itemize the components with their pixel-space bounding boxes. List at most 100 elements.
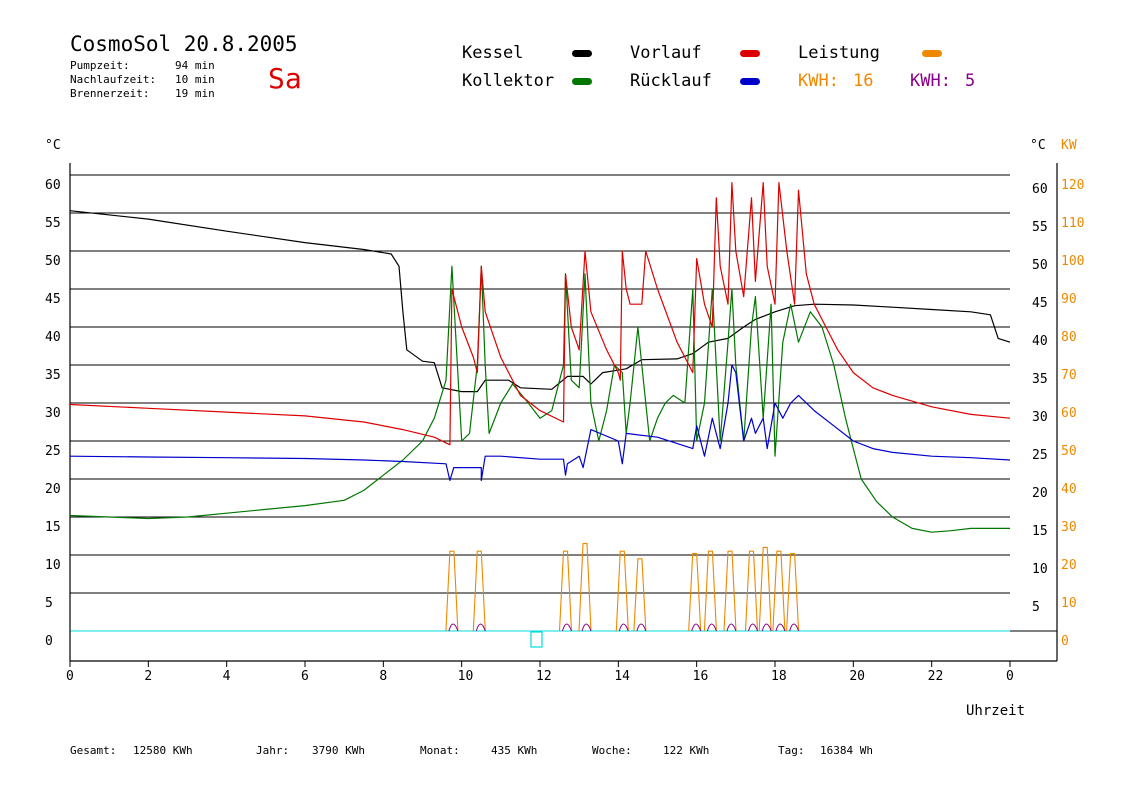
power-bump-8 — [726, 623, 737, 632]
right-unit-label: °C — [1030, 138, 1046, 153]
y-tick-left-30: 30 — [45, 406, 61, 421]
right-unit2-label: KW — [1061, 138, 1077, 153]
footer-value-3: 122 KWh — [663, 744, 710, 757]
y-tick-kw-120: 120 — [1061, 178, 1084, 193]
legend-kwh-left-label: KWH: — [798, 71, 839, 91]
series-line-rcklauf — [69, 364, 1011, 482]
series-line-kollektor — [69, 265, 1010, 533]
y-tick-kw-110: 110 — [1061, 216, 1084, 231]
power-peak-5 — [633, 558, 647, 632]
power-peak-11 — [772, 550, 786, 632]
x-tick-label-6: 12 — [536, 669, 552, 684]
power-peak-2 — [558, 550, 573, 632]
power-peak-6 — [688, 552, 702, 632]
legend-vorlauf-label: Vorlauf — [630, 43, 702, 63]
y-tick-right-15: 15 — [1032, 524, 1048, 539]
y-tick-left-15: 15 — [45, 520, 61, 535]
series-line-kessel — [69, 210, 1011, 393]
power-peak-1 — [472, 550, 486, 632]
power-peak-3 — [578, 543, 592, 632]
footer-value-1: 3790 KWh — [312, 744, 365, 757]
y-tick-right-35: 35 — [1032, 372, 1048, 387]
y-tick-kw-30: 30 — [1061, 520, 1077, 535]
power-peak-7 — [703, 550, 717, 632]
x-tick-label-8: 16 — [693, 669, 709, 684]
y-tick-kw-50: 50 — [1061, 444, 1077, 459]
stat-value-2: 19 min — [175, 87, 215, 100]
legend-kwh-left-value: 16 — [853, 71, 874, 91]
power-bump-9 — [748, 623, 758, 632]
y-tick-left-50: 50 — [45, 254, 61, 269]
y-tick-right-55: 55 — [1032, 220, 1048, 235]
y-tick-right-60: 60 — [1032, 182, 1048, 197]
footer-value-4: 16384 Wh — [820, 744, 873, 757]
y-tick-left-55: 55 — [45, 216, 61, 231]
stat-value-0: 94 min — [175, 59, 215, 72]
y-tick-left-0: 0 — [45, 634, 53, 649]
power-peak-12 — [786, 552, 800, 632]
legend-kessel-label: Kessel — [462, 43, 524, 63]
footer-label-2: Monat: — [420, 744, 460, 757]
x-tick-label-4: 8 — [379, 669, 387, 684]
legend-kollektor-label: Kollektor — [462, 71, 555, 91]
power-bump-6 — [691, 623, 702, 632]
power-bump-11 — [775, 623, 786, 632]
x-tick-label-3: 6 — [301, 669, 309, 684]
x-tick-label-2: 4 — [223, 669, 231, 684]
series-line-vorlauf — [69, 182, 1011, 446]
power-bump-3 — [581, 623, 592, 632]
day-label: Sa — [268, 62, 302, 95]
series-layer — [69, 182, 1011, 533]
power-bump-0 — [448, 623, 459, 632]
power-bump-1 — [475, 623, 486, 632]
y-tick-kw-90: 90 — [1061, 292, 1077, 307]
stat-label-1: Nachlaufzeit: — [70, 73, 157, 86]
y-tick-left-5: 5 — [45, 596, 53, 611]
power-peak-8 — [723, 550, 737, 632]
y-tick-kw-40: 40 — [1061, 482, 1077, 497]
footer-label-4: Tag: — [778, 744, 805, 757]
legend-kwh-right-value: 5 — [965, 71, 976, 91]
y-tick-right-25: 25 — [1032, 448, 1048, 463]
x-tick-label-9: 18 — [771, 669, 787, 684]
x-tick-label-5: 10 — [458, 669, 474, 684]
footer-value-2: 435 KWh — [491, 744, 538, 757]
power-peak-9 — [744, 550, 759, 632]
y-tick-left-45: 45 — [45, 292, 61, 307]
power-bump-7 — [706, 623, 717, 632]
footer-label-1: Jahr: — [256, 744, 290, 757]
legend-leistung-label: Leistung — [798, 43, 880, 63]
x-tick-label-0: 0 — [66, 669, 74, 684]
grid — [69, 163, 1058, 662]
power-bump-5 — [636, 623, 647, 632]
x-tick-label-1: 2 — [144, 669, 152, 684]
power-bump-2 — [561, 623, 572, 632]
x-axis-label: Uhrzeit — [966, 703, 1025, 719]
y-tick-left-20: 20 — [45, 482, 61, 497]
y-tick-right-40: 40 — [1032, 334, 1048, 349]
y-tick-kw-60: 60 — [1061, 406, 1077, 421]
legend-kessel-swatch — [572, 50, 592, 57]
y-tick-left-60: 60 — [45, 178, 61, 193]
footer-label-0: Gesamt: — [70, 744, 117, 757]
footer-label-3: Woche: — [592, 744, 632, 757]
x-tick-label-11: 22 — [928, 669, 944, 684]
y-tick-left-40: 40 — [45, 330, 61, 345]
legend-leistung-swatch — [922, 50, 942, 57]
power-peak-0 — [445, 550, 459, 632]
y-tick-left-10: 10 — [45, 558, 61, 573]
power-bump-12 — [789, 623, 800, 632]
y-tick-right-50: 50 — [1032, 258, 1048, 273]
y-tick-left-35: 35 — [45, 368, 61, 383]
y-tick-kw-70: 70 — [1061, 368, 1077, 383]
x-tick-label-10: 20 — [849, 669, 865, 684]
legend-vorlauf-swatch — [740, 50, 760, 57]
chart-title: CosmoSol 20.8.2005 — [70, 32, 298, 56]
legend-ruecklauf-label: Rücklauf — [630, 71, 712, 91]
legend-kwh-right-label: KWH: — [910, 71, 951, 91]
y-tick-right-10: 10 — [1032, 562, 1048, 577]
stat-value-1: 10 min — [175, 73, 215, 86]
y-tick-kw-80: 80 — [1061, 330, 1077, 345]
y-tick-kw-10: 10 — [1061, 596, 1077, 611]
